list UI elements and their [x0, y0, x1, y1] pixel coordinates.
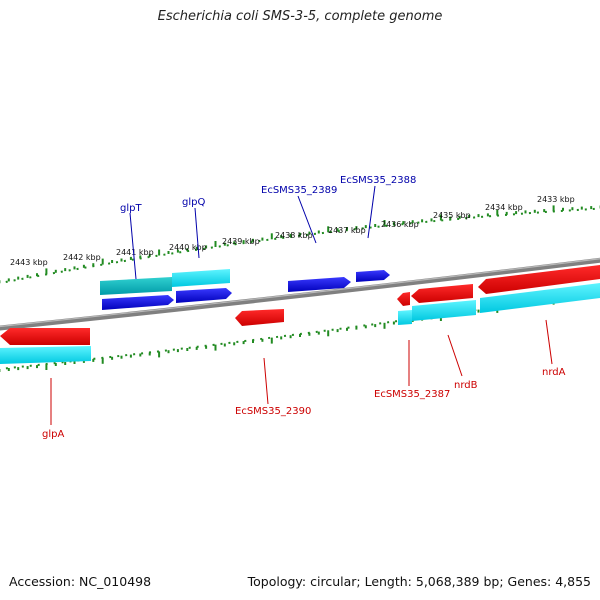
cds-EcSMS35_2387[interactable]: [397, 292, 410, 306]
gene-feature-nrdA[interactable]: [480, 283, 600, 313]
gene-label-EcSMS35_2387: EcSMS35_2387: [374, 389, 450, 400]
ruler-labels: 2443 kbp 2442 kbp 2441 kbp 2440 kbp 2439 kbp…: [10, 195, 575, 267]
ruler-label: 2434 kbp: [485, 203, 523, 212]
cds-EcSMS35_2389[interactable]: [288, 277, 351, 292]
cds-glpQ[interactable]: [176, 288, 232, 303]
genome-summary-text: Topology: circular; Length: 5,068,389 bp…: [247, 574, 591, 589]
genome-backbone: [0, 257, 600, 331]
ruler-label: 2436 kbp: [381, 220, 419, 229]
ruler-label: 2435 kbp: [433, 211, 471, 220]
gene-label-EcSMS35_2390: EcSMS35_2390: [235, 406, 311, 417]
ruler-label: 2443 kbp: [10, 258, 48, 267]
ruler-label: 2433 kbp: [537, 195, 575, 204]
cds-EcSMS35_2390[interactable]: [235, 309, 284, 326]
ruler-label: 2437 kbp: [328, 226, 366, 235]
ruler-label: 2440 kbp: [169, 243, 207, 252]
gene-feature-glpT[interactable]: [100, 277, 172, 295]
cds-EcSMS35_2388[interactable]: [356, 270, 390, 282]
cds-nrdA[interactable]: [478, 265, 600, 294]
gene-feature-EcSMS35_2387[interactable]: [398, 310, 412, 325]
gene-label-glpA: glpA: [42, 429, 64, 440]
gene-label-glpQ: glpQ: [182, 197, 205, 208]
ruler-label: 2439 kbp: [222, 237, 260, 246]
gene-feature-glpA[interactable]: [0, 346, 91, 364]
map-title: Escherichia coli SMS-3-5, complete genom…: [157, 9, 443, 24]
gene-label-nrdB: nrdB: [454, 380, 478, 391]
cds-nrdB[interactable]: [411, 284, 473, 303]
ruler-label: 2438 kbp: [275, 231, 313, 240]
gene-label-glpT: glpT: [120, 203, 142, 214]
cds-glpT[interactable]: [102, 295, 174, 310]
gene-label-EcSMS35_2388: EcSMS35_2388: [340, 175, 416, 186]
gene-label-nrdA: nrdA: [542, 367, 566, 378]
gene-feature-glpQ[interactable]: [172, 269, 230, 287]
gene-label-EcSMS35_2389: EcSMS35_2389: [261, 185, 337, 196]
accession-text: Accession: NC_010498: [9, 574, 152, 589]
gene-feature-nrdB[interactable]: [412, 300, 476, 321]
ruler-label: 2441 kbp: [116, 248, 154, 257]
ruler-label: 2442 kbp: [63, 253, 101, 262]
cds-glpA[interactable]: [0, 328, 90, 345]
outer-ruler-ticks: [0, 205, 600, 284]
